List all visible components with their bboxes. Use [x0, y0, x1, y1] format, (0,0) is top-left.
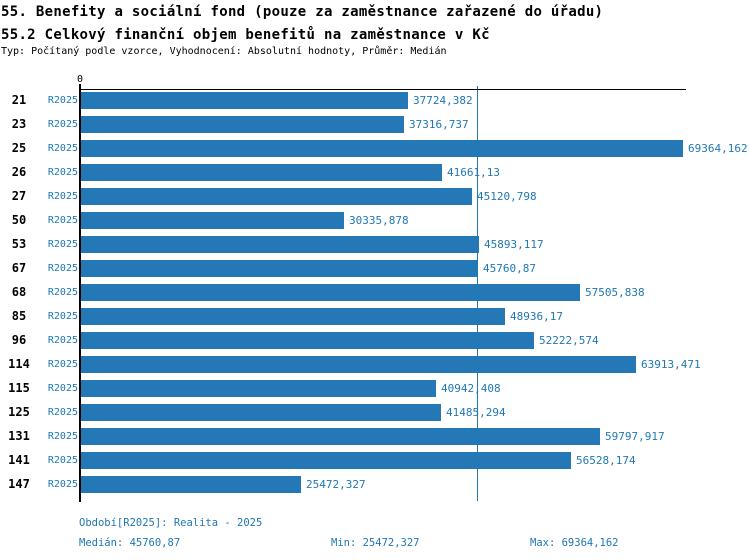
bar-row: 85 R2025 48936,17: [0, 308, 750, 325]
bar: [81, 404, 441, 421]
series-label: R2025: [47, 287, 78, 298]
footer-period-label: Období[R2025]: Realita - 2025: [79, 517, 263, 529]
bar-row: 147 R2025 25472,327: [0, 476, 750, 493]
category-label: 50: [11, 213, 27, 227]
value-label: 40942,408: [441, 382, 501, 395]
series-label: R2025: [47, 359, 78, 370]
bar: [81, 260, 478, 277]
bar-row: 21 R2025 37724,382: [0, 92, 750, 109]
value-label: 45893,117: [484, 238, 544, 251]
chart-title: 55. Benefity a sociální fond (pouze za z…: [1, 4, 604, 20]
bar: [81, 356, 636, 373]
chart-subtitle: 55.2 Celkový finanční objem benefitů na …: [1, 27, 490, 43]
category-label: 68: [11, 285, 27, 299]
bar: [81, 188, 472, 205]
bar: [81, 164, 442, 181]
bar-row: 53 R2025 45893,117: [0, 236, 750, 253]
bar-row: 23 R2025 37316,737: [0, 116, 750, 133]
category-label: 23: [11, 117, 27, 131]
bar: [81, 428, 600, 445]
bar: [81, 116, 404, 133]
bar: [81, 212, 344, 229]
bar-row: 25 R2025 69364,162: [0, 140, 750, 157]
x-axis-line: [80, 89, 686, 90]
value-label: 45760,87: [483, 262, 536, 275]
series-label: R2025: [47, 191, 78, 202]
series-label: R2025: [47, 167, 78, 178]
chart-meta: Typ: Počítaný podle vzorce, Vyhodnocení:…: [1, 46, 447, 57]
series-label: R2025: [47, 431, 78, 442]
bar-row: 68 R2025 57505,838: [0, 284, 750, 301]
category-label: 85: [11, 309, 27, 323]
series-label: R2025: [47, 455, 78, 466]
bar: [81, 236, 479, 253]
category-label: 96: [11, 333, 27, 347]
bar-row: 141 R2025 56528,174: [0, 452, 750, 469]
value-label: 52222,574: [539, 334, 599, 347]
series-label: R2025: [47, 239, 78, 250]
series-label: R2025: [47, 263, 78, 274]
value-label: 45120,798: [477, 190, 537, 203]
bar-row: 67 R2025 45760,87: [0, 260, 750, 277]
bar: [81, 140, 683, 157]
value-label: 30335,878: [349, 214, 409, 227]
bar-row: 27 R2025 45120,798: [0, 188, 750, 205]
value-label: 37724,382: [413, 94, 473, 107]
bar: [81, 332, 534, 349]
bar-row: 115 R2025 40942,408: [0, 380, 750, 397]
category-label: 131: [8, 429, 30, 443]
series-label: R2025: [47, 119, 78, 130]
value-label: 25472,327: [306, 478, 366, 491]
bar: [81, 308, 505, 325]
value-label: 41661,13: [447, 166, 500, 179]
value-label: 57505,838: [585, 286, 645, 299]
series-label: R2025: [47, 95, 78, 106]
category-label: 25: [11, 141, 27, 155]
category-label: 114: [8, 357, 30, 371]
category-label: 53: [11, 237, 27, 251]
bar: [81, 284, 580, 301]
value-label: 69364,162: [688, 142, 748, 155]
series-label: R2025: [47, 479, 78, 490]
y-axis-line: [79, 84, 81, 502]
series-label: R2025: [47, 311, 78, 322]
bar-row: 125 R2025 41485,294: [0, 404, 750, 421]
bar-row: 50 R2025 30335,878: [0, 212, 750, 229]
series-label: R2025: [47, 407, 78, 418]
value-label: 48936,17: [510, 310, 563, 323]
bar-row: 114 R2025 63913,471: [0, 356, 750, 373]
category-label: 115: [8, 381, 30, 395]
category-label: 27: [11, 189, 27, 203]
value-label: 37316,737: [409, 118, 469, 131]
bar: [81, 452, 571, 469]
footer-median-label: Medián: 45760,87: [79, 537, 181, 549]
series-label: R2025: [47, 215, 78, 226]
bar-row: 26 R2025 41661,13: [0, 164, 750, 181]
footer-min-label: Min: 25472,327: [331, 537, 420, 549]
category-label: 141: [8, 453, 30, 467]
series-label: R2025: [47, 143, 78, 154]
category-label: 67: [11, 261, 27, 275]
series-label: R2025: [47, 335, 78, 346]
category-label: 147: [8, 477, 30, 491]
category-label: 125: [8, 405, 30, 419]
footer-max-label: Max: 69364,162: [530, 537, 619, 549]
value-label: 56528,174: [576, 454, 636, 467]
category-label: 26: [11, 165, 27, 179]
x-axis-zero-tick-label: 0: [76, 74, 84, 85]
series-label: R2025: [47, 383, 78, 394]
value-label: 59797,917: [605, 430, 665, 443]
bar-row: 96 R2025 52222,574: [0, 332, 750, 349]
bar: [81, 380, 436, 397]
value-label: 63913,471: [641, 358, 701, 371]
bar: [81, 92, 408, 109]
bar-row: 131 R2025 59797,917: [0, 428, 750, 445]
value-label: 41485,294: [446, 406, 506, 419]
bar: [81, 476, 301, 493]
category-label: 21: [11, 93, 27, 107]
